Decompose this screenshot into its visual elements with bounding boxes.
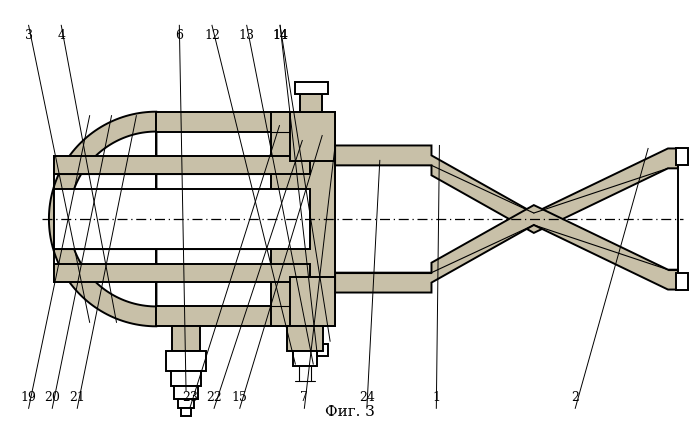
Polygon shape — [54, 156, 310, 174]
Polygon shape — [181, 408, 191, 416]
Text: 12: 12 — [204, 29, 220, 42]
Polygon shape — [271, 112, 335, 326]
Polygon shape — [290, 277, 335, 326]
Polygon shape — [166, 351, 206, 371]
Polygon shape — [676, 273, 688, 290]
Polygon shape — [296, 344, 328, 356]
Polygon shape — [335, 145, 678, 233]
Text: 19: 19 — [21, 391, 36, 404]
Text: 6: 6 — [175, 29, 183, 42]
Polygon shape — [178, 399, 194, 408]
Text: 7: 7 — [301, 391, 308, 404]
Text: 1: 1 — [432, 391, 440, 404]
Text: 23: 23 — [182, 391, 198, 404]
Text: 20: 20 — [44, 391, 60, 404]
Polygon shape — [335, 205, 678, 293]
Polygon shape — [174, 386, 198, 399]
Text: 13: 13 — [238, 29, 254, 42]
Polygon shape — [301, 94, 322, 112]
Text: Фиг. 3: Фиг. 3 — [324, 405, 375, 419]
Polygon shape — [54, 189, 310, 249]
Text: 14: 14 — [272, 29, 288, 42]
Polygon shape — [171, 371, 201, 386]
Text: 4: 4 — [57, 29, 65, 42]
Polygon shape — [172, 326, 200, 351]
Polygon shape — [296, 82, 328, 94]
Polygon shape — [157, 307, 310, 326]
Polygon shape — [287, 326, 323, 351]
Text: 14: 14 — [272, 29, 288, 42]
Polygon shape — [290, 112, 335, 161]
Text: 22: 22 — [206, 391, 222, 404]
Polygon shape — [301, 326, 322, 344]
Text: 24: 24 — [359, 391, 375, 404]
Text: 21: 21 — [69, 391, 85, 404]
Text: 3: 3 — [24, 29, 33, 42]
Text: 15: 15 — [232, 391, 247, 404]
Polygon shape — [49, 112, 157, 326]
Polygon shape — [294, 351, 317, 366]
Polygon shape — [54, 264, 310, 282]
Text: 2: 2 — [571, 391, 579, 404]
Polygon shape — [676, 148, 688, 165]
Polygon shape — [157, 112, 310, 131]
